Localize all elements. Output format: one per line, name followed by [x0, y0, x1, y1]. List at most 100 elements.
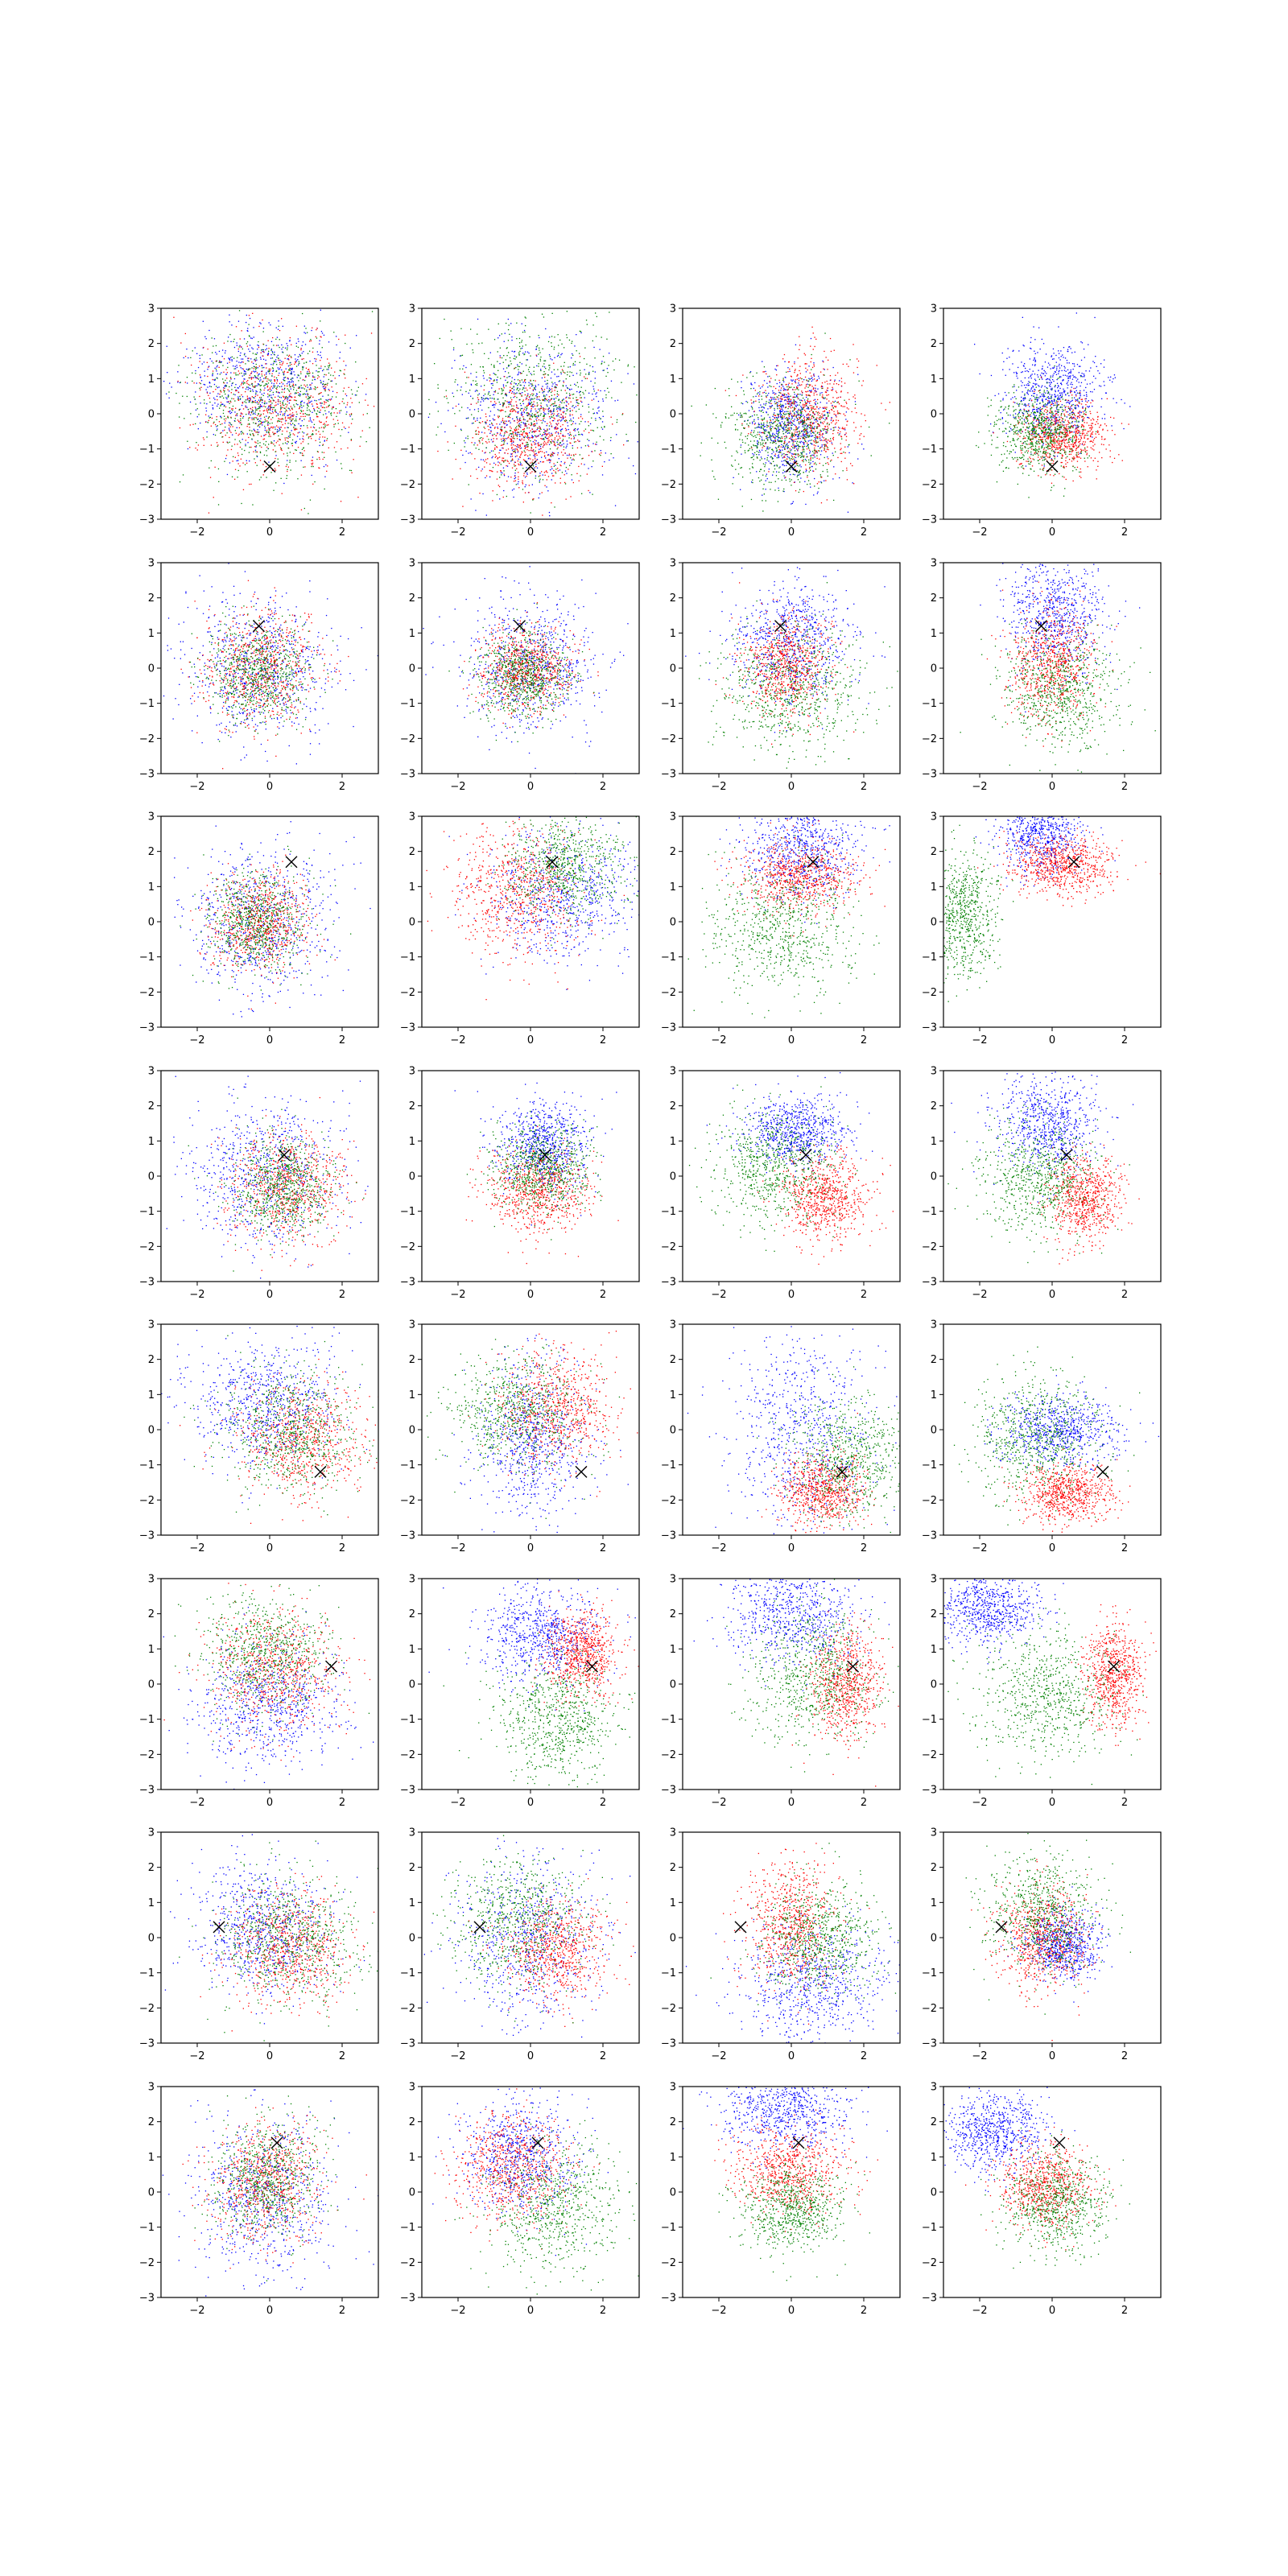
point-blue [807, 426, 808, 427]
point-red [476, 402, 477, 403]
point-red [542, 439, 543, 440]
point-blue [259, 322, 260, 323]
point-green [462, 355, 463, 356]
point-blue [541, 457, 542, 458]
point-blue [745, 401, 746, 402]
point-green [263, 331, 264, 332]
point-blue [275, 359, 276, 360]
point-green [515, 470, 516, 471]
point-green [534, 387, 535, 388]
point-green [240, 398, 241, 399]
point-blue [549, 462, 550, 463]
point-blue [506, 395, 507, 396]
point-blue [551, 372, 552, 373]
point-red [437, 451, 438, 452]
point-blue [499, 363, 500, 364]
point-blue [605, 452, 606, 453]
point-red [578, 418, 579, 419]
point-red [300, 428, 301, 429]
point-green [518, 431, 519, 432]
point-green [569, 376, 570, 377]
point-red [490, 431, 491, 432]
point-green [197, 408, 198, 409]
point-red [546, 435, 547, 436]
point-green [319, 427, 320, 428]
point-green [604, 361, 605, 362]
point-green [579, 353, 580, 354]
point-red [243, 361, 244, 362]
point-blue [474, 409, 475, 410]
point-blue [809, 452, 810, 453]
point-red [331, 433, 332, 434]
point-red [495, 464, 496, 465]
point-green [515, 427, 516, 428]
point-green [573, 363, 574, 364]
point-red [366, 378, 367, 379]
point-red [293, 384, 294, 385]
point-red [302, 455, 303, 456]
point-red [224, 343, 225, 344]
point-blue [493, 419, 494, 420]
point-blue [249, 460, 250, 461]
point-blue [827, 456, 828, 457]
point-green [235, 418, 236, 419]
point-green [479, 440, 480, 441]
point-red [180, 342, 181, 343]
x-tick-label: 2 [339, 526, 345, 539]
point-blue [231, 324, 232, 325]
point-blue [594, 413, 595, 414]
point-red [534, 431, 535, 432]
point-green [206, 436, 207, 437]
point-red [263, 406, 264, 407]
point-red [516, 429, 517, 430]
point-red [306, 377, 307, 378]
point-green [576, 400, 577, 401]
point-green [253, 414, 254, 415]
point-green [257, 465, 258, 466]
point-red [231, 449, 232, 450]
point-green [576, 350, 577, 351]
point-green [285, 403, 286, 404]
point-red [452, 478, 453, 479]
point-green [567, 374, 568, 375]
point-green [508, 352, 509, 353]
point-red [494, 419, 495, 420]
point-red [500, 357, 501, 358]
point-red [257, 394, 258, 395]
point-red [255, 462, 256, 463]
point-green [297, 478, 298, 479]
point-red [502, 420, 503, 421]
point-red [290, 393, 291, 394]
point-green [497, 398, 498, 399]
point-red [566, 430, 567, 431]
point-blue [808, 417, 809, 418]
point-blue [512, 450, 513, 451]
point-blue [491, 387, 492, 388]
point-red [538, 452, 539, 453]
point-red [289, 355, 290, 356]
point-blue [776, 433, 777, 434]
point-red [249, 484, 250, 485]
point-blue [549, 354, 550, 355]
point-green [525, 325, 526, 326]
point-blue [452, 393, 453, 394]
point-green [308, 373, 309, 374]
point-blue [522, 422, 523, 423]
point-red [564, 482, 565, 483]
point-green [257, 408, 258, 409]
point-blue [815, 401, 816, 402]
point-blue [251, 347, 252, 348]
point-green [254, 387, 255, 388]
point-blue [269, 399, 270, 400]
point-blue [206, 338, 207, 339]
point-blue [258, 400, 259, 401]
point-blue [272, 351, 273, 352]
point-green [245, 464, 246, 465]
point-blue [844, 429, 845, 430]
point-blue [248, 389, 249, 390]
point-green [557, 369, 558, 370]
point-blue [265, 427, 266, 428]
point-blue [201, 380, 202, 381]
point-green [261, 414, 262, 415]
point-red [522, 483, 523, 484]
